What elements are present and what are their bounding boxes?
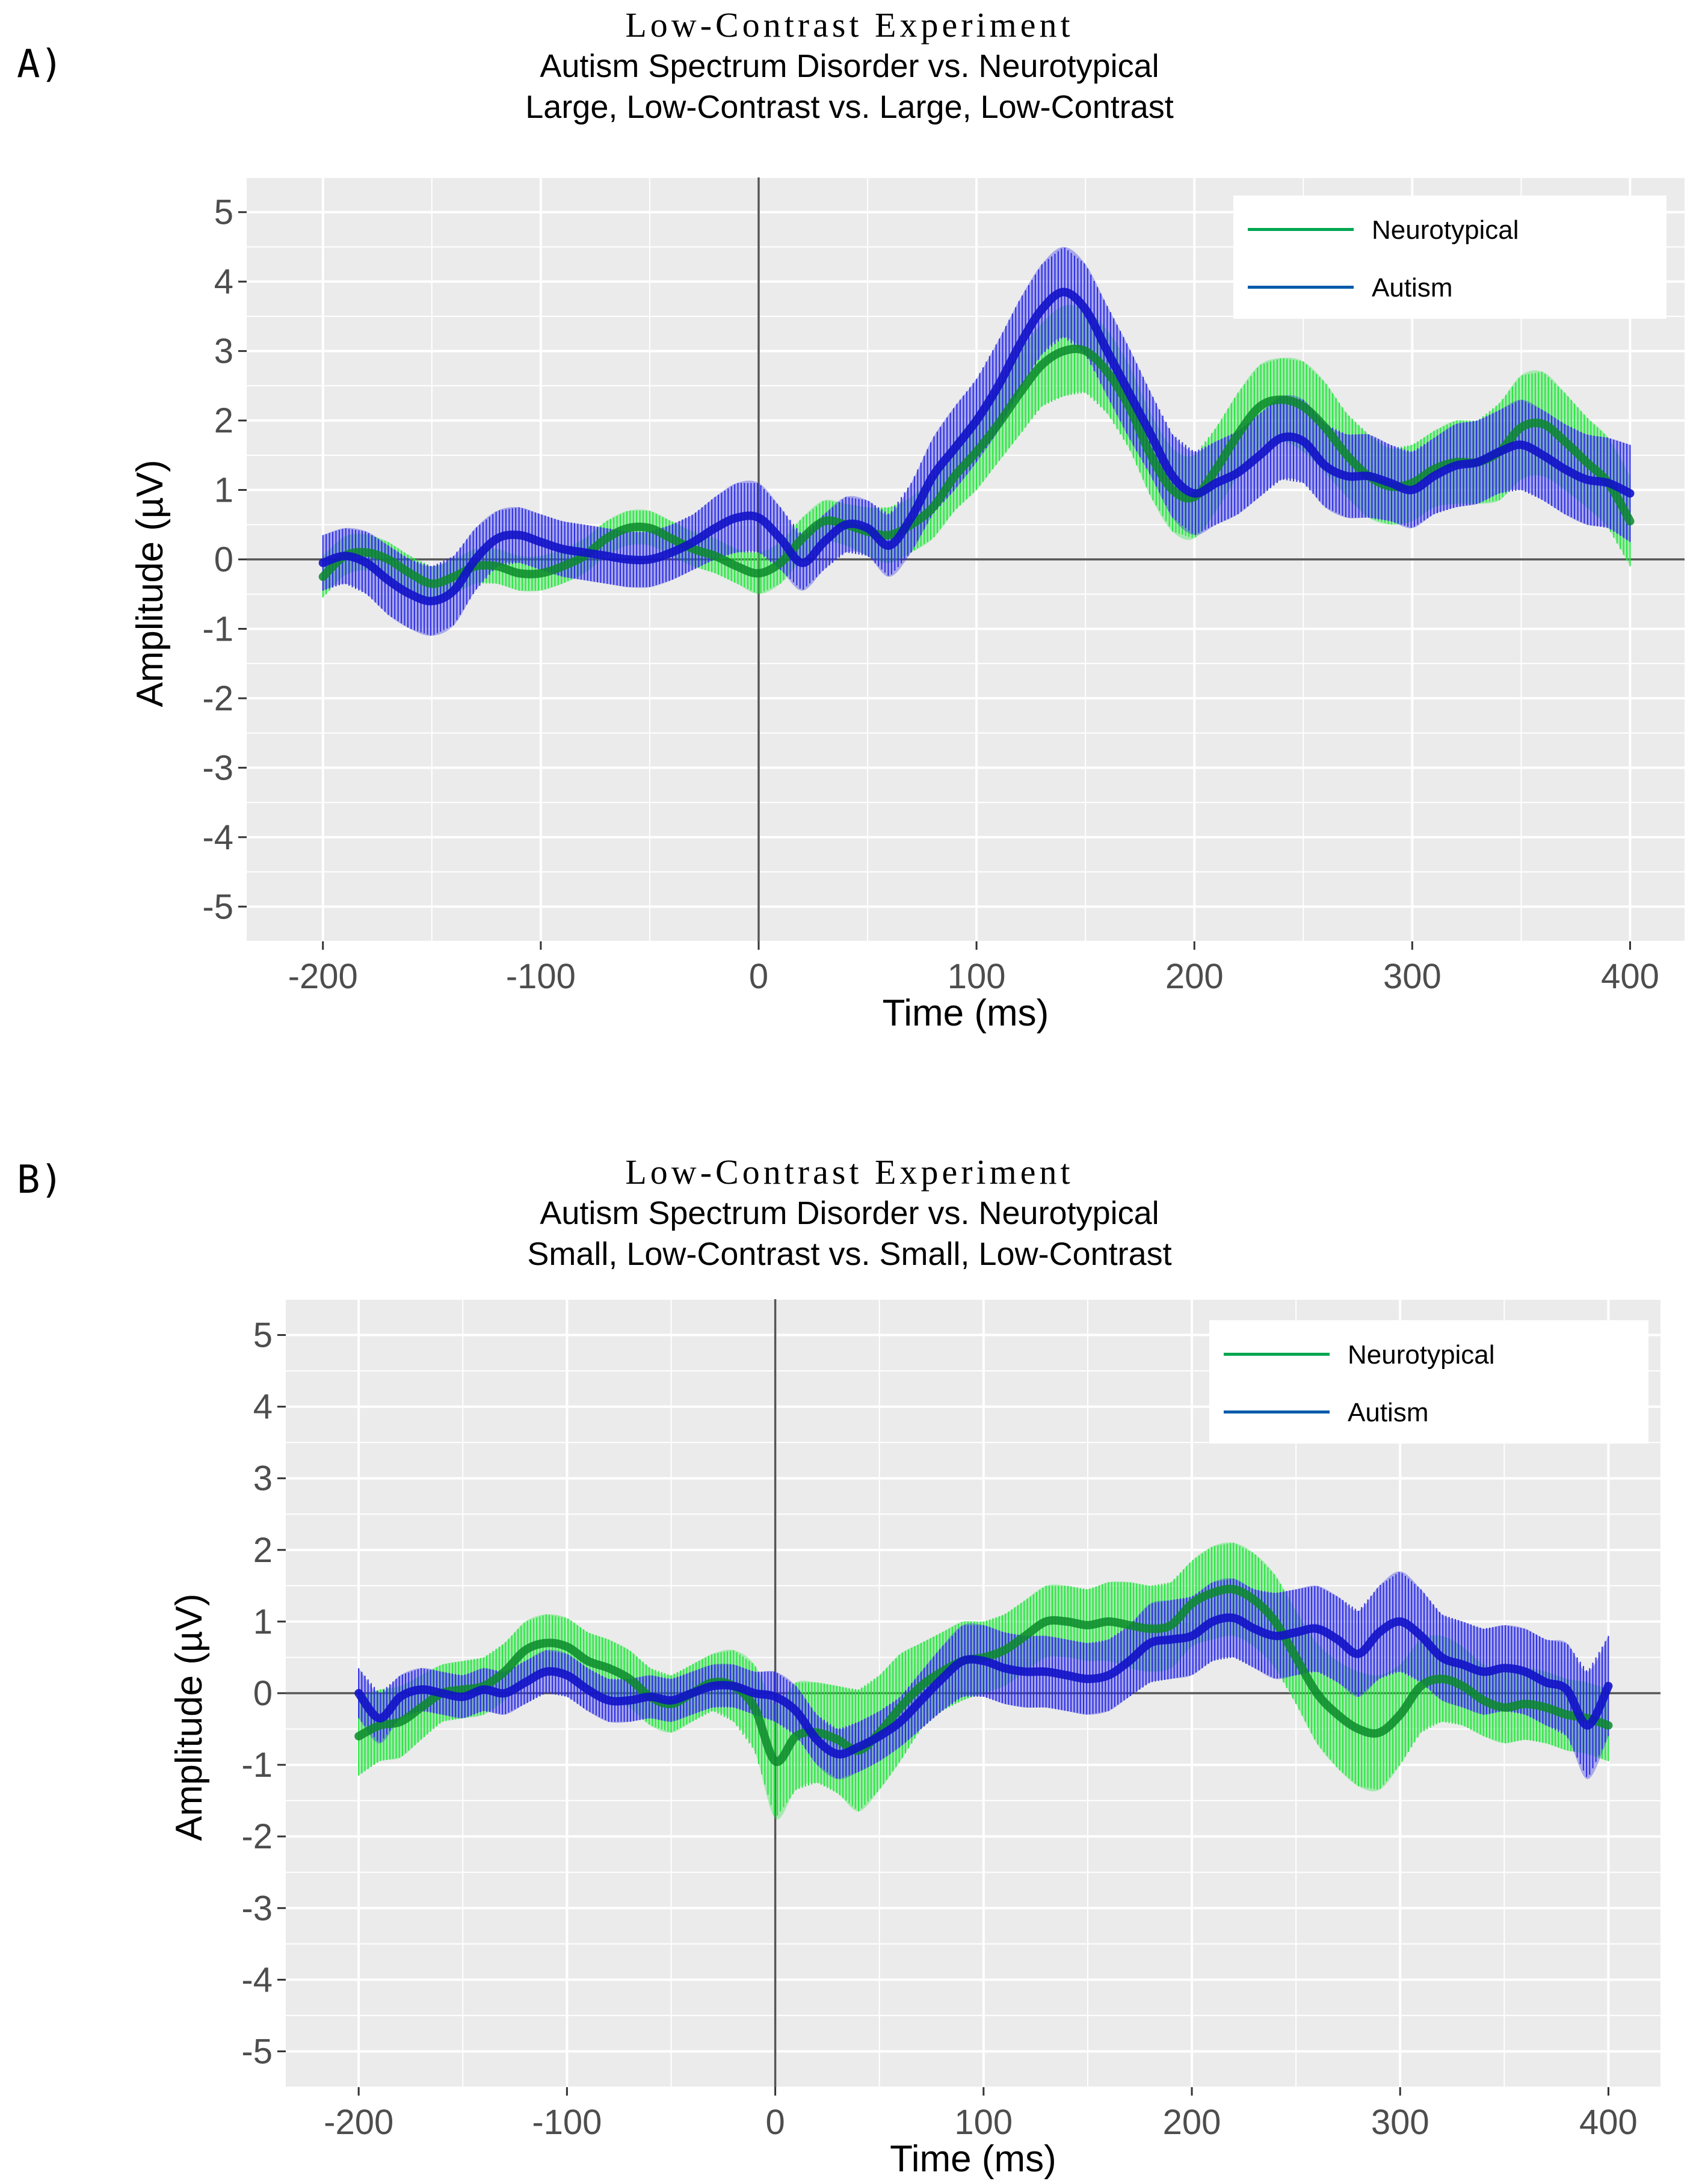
- y-axis-title: Amplitude (µV): [168, 1593, 210, 1841]
- x-tick-label: 300: [1383, 957, 1442, 996]
- x-tick-label: 300: [1371, 2103, 1429, 2142]
- y-tick-label: -1: [202, 609, 233, 648]
- chart-subtitle-2: Small, Low-Contrast vs. Small, Low-Contr…: [527, 1236, 1172, 1272]
- chart-plot: -200 -100 0 100 200 300 400 5 4 3 2 1 0 -1 -2 -3 -4 -5 Tim…: [129, 177, 1685, 1034]
- y-tick-label: 1: [214, 471, 233, 510]
- y-tick-label: 4: [253, 1388, 273, 1427]
- y-tick-label: -5: [241, 2032, 273, 2071]
- y-tick-label: -3: [241, 1889, 273, 1928]
- y-tick-label: 3: [253, 1459, 273, 1498]
- y-tick-label: 2: [253, 1531, 273, 1570]
- panel-label: A): [17, 42, 64, 87]
- grid: [286, 1299, 1660, 2088]
- legend-label-neurotypical: Neurotypical: [1348, 1340, 1495, 1370]
- legend-label-autism: Autism: [1348, 1398, 1429, 1427]
- chart-titles: Low-Contrast Experiment Autism Spectrum …: [0, 1152, 1699, 1275]
- y-tick-label: -1: [241, 1746, 273, 1785]
- panel-b: B) Low-Contrast Experiment Autism Spectr…: [0, 1092, 1699, 2183]
- y-tick-label: -4: [241, 1960, 273, 1999]
- y-tick-label: 5: [214, 193, 233, 232]
- chart-titles: Low-Contrast Experiment Autism Spectrum …: [0, 5, 1699, 128]
- y-axis-title: Amplitude (µV): [129, 460, 171, 707]
- series-line-neurotypical: [318, 345, 1635, 588]
- legend-label-autism: Autism: [1372, 273, 1453, 303]
- x-tick-label: 400: [1601, 957, 1659, 996]
- y-tick-label: -3: [202, 748, 233, 787]
- legend-key-autism: [1248, 286, 1354, 289]
- x-axis-title: Time (ms): [883, 992, 1049, 1034]
- chart-subtitle-1: Autism Spectrum Disorder vs. Neurotypica…: [540, 48, 1159, 84]
- legend-key-neurotypical: [1224, 1353, 1330, 1356]
- y-tick-label: 0: [253, 1674, 273, 1713]
- x-axis-title: Time (ms): [890, 2138, 1056, 2180]
- y-tick-label: 5: [253, 1316, 273, 1355]
- chart-subtitle-2: Large, Low-Contrast vs. Large, Low-Contr…: [525, 89, 1174, 125]
- x-tick-label: -200: [324, 2103, 393, 2142]
- x-tick-label: 100: [954, 2103, 1013, 2142]
- x-tick-label: 0: [765, 2103, 785, 2142]
- panel-a: A) Low-Contrast Experiment Autism Spectr…: [0, 5, 1699, 1034]
- chart-subtitle-1: Autism Spectrum Disorder vs. Neurotypica…: [540, 1195, 1159, 1231]
- x-tick-label: -100: [532, 2103, 602, 2142]
- series-line-autism: [354, 1613, 1613, 1759]
- x-tick-label: 0: [749, 957, 768, 996]
- x-tick-label: 400: [1579, 2103, 1638, 2142]
- legend: Neurotypical Autism: [1233, 195, 1667, 319]
- x-tick-label: -200: [288, 957, 358, 996]
- panel-label: B): [17, 1158, 64, 1202]
- chart-title: Low-Contrast Experiment: [625, 5, 1074, 45]
- y-tick-label: 4: [214, 262, 233, 301]
- x-tick-label: 100: [948, 957, 1006, 996]
- x-tick-label: 200: [1163, 2103, 1221, 2142]
- chart-title: Low-Contrast Experiment: [625, 1152, 1074, 1192]
- x-tick-label: 200: [1165, 957, 1224, 996]
- y-tick-label: -5: [202, 887, 233, 926]
- y-tick-label: 2: [214, 401, 233, 440]
- legend-key-neurotypical: [1248, 228, 1354, 231]
- chart-plot: -200 -100 0 100 200 300 400 5 4 3 2 1 0 -1 -2 -3 -4 -5 Tim…: [168, 1299, 1660, 2180]
- legend-label-neurotypical: Neurotypical: [1372, 215, 1519, 245]
- legend: Neurotypical Autism: [1209, 1320, 1648, 1444]
- y-tick-label: 1: [253, 1602, 273, 1641]
- y-tick-label: -4: [202, 818, 233, 857]
- y-tick-label: -2: [241, 1817, 273, 1856]
- y-tick-label: -2: [202, 679, 233, 718]
- y-tick-label: 0: [214, 540, 233, 579]
- x-tick-label: -100: [506, 957, 576, 996]
- legend-key-autism: [1224, 1410, 1330, 1413]
- series-line-autism: [318, 288, 1635, 606]
- y-tick-label: 3: [214, 332, 233, 371]
